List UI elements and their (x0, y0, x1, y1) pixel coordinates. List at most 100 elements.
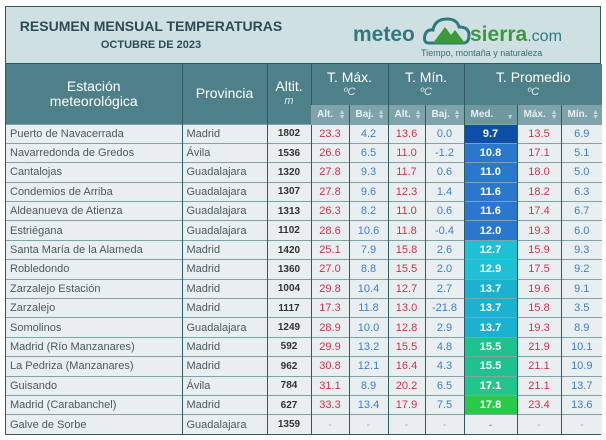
table-row: Guisando Ávila 784 31.1 8.9 20.2 6.5 17.1 21.1 13… (6, 375, 603, 396)
cell-tmax-low: 13.4 (348, 394, 388, 415)
cell-tmin-low: -1.2 (424, 142, 465, 163)
cell-altitude: 1802 (266, 123, 311, 144)
table-row: Cantalojas Guadalajara 1320 27.8 9.3 11.7 0.6 1… (6, 162, 603, 183)
sort-header-label: Mín. (567, 108, 588, 120)
table-row: Puerto de Navacerrada Madrid 1802 23.3 4.2 13… (6, 123, 603, 144)
cell-tmax-low: 12.1 (348, 356, 388, 377)
sort-header-tmax-low[interactable]: Baj. ▲ ▼ (348, 105, 388, 124)
table-row: Santa María de la Alameda Madrid 1420 25.1 7… (6, 239, 603, 260)
cell-tavg-max: 21.9 (516, 336, 562, 357)
tmax-header-label: T. Máx. (326, 68, 373, 85)
sort-header-tmin-low[interactable]: Baj. ▲ ▼ (424, 105, 465, 124)
cell-tavg-mean: 13.7 (463, 278, 518, 299)
cell-station: Santa María de la Alameda (6, 239, 182, 260)
cell-tmax-high: 28.6 (310, 220, 349, 241)
cell-altitude: 1320 (266, 162, 311, 183)
sort-header-tmax-high[interactable]: Alt. ▲ ▼ (311, 105, 349, 124)
cell-tmax-high: 26.3 (310, 201, 349, 221)
cell-tmin-high: 17.9 (387, 394, 425, 415)
cell-province: Madrid (181, 336, 267, 357)
table-row: Condemios de Arriba Guadalajara 1307 27.8 9.… (6, 181, 603, 202)
cell-tavg-min: 10.9 (560, 356, 603, 377)
sort-header-tmin-high[interactable]: Alt. ▲ ▼ (387, 105, 425, 124)
cell-station: Zarzalejo Estación (6, 278, 182, 299)
cell-tmax-high: 27.8 (310, 162, 349, 183)
cell-tavg-max: 21.1 (516, 375, 562, 396)
cell-tmax-high: 23.3 (310, 123, 349, 144)
cell-station: Estriégana (6, 220, 182, 241)
banner: RESUMEN MENSUAL TEMPERATURAS OCTUBRE DE … (6, 7, 600, 64)
cell-tmax-low: 9.6 (348, 181, 388, 202)
sort-header-tavg-max[interactable]: Máx. ▲ ▼ (516, 105, 562, 124)
cell-tmax-high: 33.3 (310, 394, 349, 415)
cell-tmax-low: 8.9 (348, 375, 388, 396)
cell-tavg-mean: 13.7 (463, 298, 518, 318)
cell-tavg-max: 17.5 (516, 259, 562, 280)
sort-icon: ▲ ▼ (414, 109, 422, 121)
cell-tmin-high: 12.8 (387, 317, 425, 338)
cell-tmin-low: 4.8 (424, 336, 465, 357)
cell-province: Madrid (181, 298, 267, 318)
cell-tmin-high: 20.2 (387, 375, 425, 396)
cell-tavg-mean: 15.5 (463, 336, 518, 357)
column-header-tmin: T. Mín. ºC (387, 64, 465, 105)
cell-altitude: 1313 (266, 201, 311, 221)
cell-tmin-low: 6.5 (424, 375, 465, 396)
table-row: Galve de Sorbe Guadalajara 1359- - - - - - - (6, 414, 603, 435)
cell-tavg-mean: 17.8 (463, 394, 518, 415)
cell-tmax-low: 10.6 (348, 220, 388, 241)
cell-tmin-low: 2.6 (424, 239, 465, 260)
cell-tmin-high: 12.7 (387, 278, 425, 299)
logo: meteo sierra.com Tiempo, montaña y natur… (353, 13, 573, 61)
cell-altitude: 1004 (266, 278, 311, 299)
cell-station: Aldeanueva de Atienza (6, 201, 182, 221)
column-header-province[interactable]: Provincia (181, 64, 267, 124)
cell-tavg-max: 19.6 (516, 278, 562, 299)
cell-station: Madrid (Carabanchel) (6, 394, 182, 415)
cell-tavg-max: 23.4 (516, 394, 562, 415)
cell-tavg-mean: 13.7 (463, 317, 518, 338)
logo-text-left: meteo (353, 23, 415, 46)
table-row: Madrid (Carabanchel) Madrid 627 33.3 13.4 17.… (6, 394, 603, 415)
column-header-tavg: T. Promedio ºC (463, 64, 603, 105)
cell-province: Madrid (181, 356, 267, 377)
sort-header-tavg-min[interactable]: Mín. ▲ ▼ (560, 105, 603, 124)
cell-tmin-high: 11.0 (387, 142, 425, 163)
cell-altitude: 1420 (266, 239, 311, 260)
cell-tavg-max: 18.2 (516, 181, 562, 202)
cell-altitude: 1307 (266, 181, 311, 202)
cell-tmin-high: - (387, 414, 425, 435)
cell-tavg-mean: 12.9 (463, 259, 518, 280)
cell-tavg-max: - (516, 414, 562, 435)
cell-tavg-min: 10.1 (560, 336, 603, 357)
altitude-header-label: Altit. (275, 77, 303, 94)
sort-header-label: Alt. (394, 108, 411, 120)
cell-tavg-mean: 9.7 (463, 123, 518, 144)
cell-tavg-min: 6.0 (560, 220, 603, 241)
tavg-unit: ºC (527, 85, 540, 98)
column-header-altitude[interactable]: Altit. m (266, 64, 311, 124)
cell-tmin-high: 11.0 (387, 201, 425, 221)
cell-tmin-high: 15.8 (387, 239, 425, 260)
cell-tavg-min: 13.6 (560, 394, 603, 415)
cell-station: Galve de Sorbe (6, 414, 182, 435)
cell-tmin-high: 15.5 (387, 336, 425, 357)
cell-tavg-max: 17.4 (516, 201, 562, 221)
cell-station: La Pedriza (Manzanares) (6, 356, 182, 377)
cell-altitude: 1360 (266, 259, 311, 280)
cell-tavg-min: 9.3 (560, 239, 603, 260)
logo-tld: .com (527, 28, 562, 45)
cell-tavg-min: 3.5 (560, 298, 603, 318)
cell-tmin-high: 11.8 (387, 220, 425, 241)
cell-tavg-min: 8.9 (560, 317, 603, 338)
cell-province: Madrid (181, 278, 267, 299)
column-header-station[interactable]: Estación meteorológica (6, 64, 182, 124)
sort-header-label: Alt. (317, 108, 334, 120)
cell-province: Ávila (181, 142, 267, 163)
cell-tmin-low: 0.0 (424, 123, 465, 144)
table-row: Aldeanueva de Atienza Guadalajara 1313 26.3… (6, 201, 603, 221)
cell-station: Robledondo (6, 259, 182, 280)
table-row: Robledondo Madrid 1360 27.0 8.8 15.5 2.0 12.9 17… (6, 259, 603, 280)
page-subtitle: OCTUBRE DE 2023 (100, 39, 202, 51)
sort-header-tavg-mean[interactable]: Med. ▼ (463, 105, 518, 124)
